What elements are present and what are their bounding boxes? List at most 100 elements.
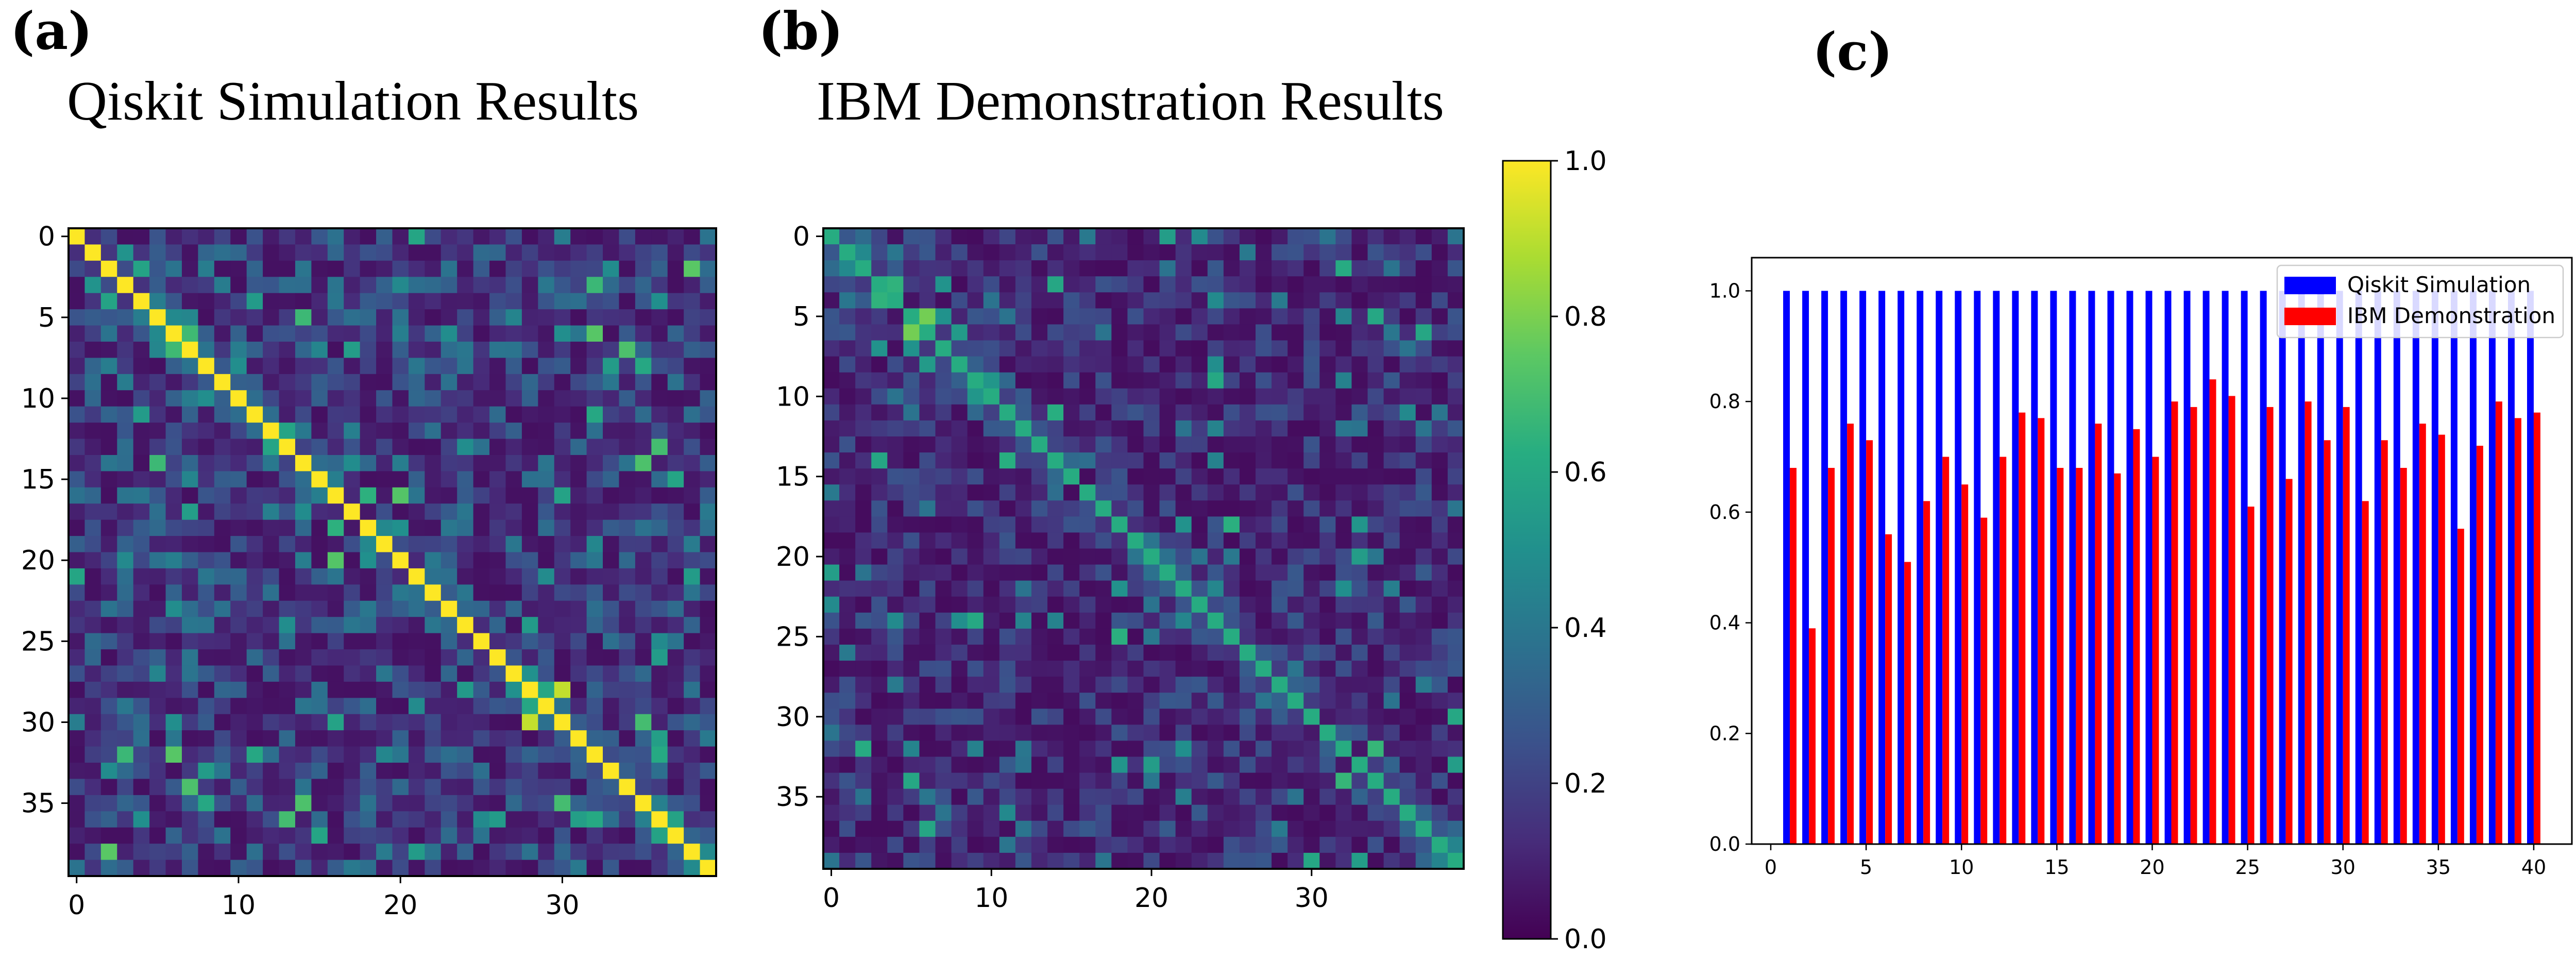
bar-ibm: [2228, 396, 2235, 844]
heatmap-cell: [1159, 612, 1176, 629]
heatmap-cell: [376, 406, 393, 423]
heatmap-cell: [1127, 260, 1144, 277]
panel-a-label: (a): [10, 1, 92, 61]
heatmap-cell: [181, 714, 198, 731]
heatmap-cell: [823, 804, 840, 821]
heatmap-cell: [1063, 372, 1080, 389]
heatmap-cell: [635, 260, 652, 277]
heatmap-cell: [538, 358, 555, 375]
heatmap-cell: [951, 452, 968, 469]
heatmap-cell: [1287, 228, 1304, 245]
heatmap-cell: [344, 439, 361, 456]
heatmap-cell: [586, 455, 603, 472]
heatmap-cell: [198, 423, 215, 440]
heatmap-cell: [700, 471, 717, 488]
heatmap-a: [67, 227, 717, 877]
heatmap-cell: [1175, 661, 1192, 677]
heatmap-cell: [1351, 564, 1368, 581]
heatmap-cell: [823, 276, 840, 293]
heatmap-cell: [165, 827, 182, 844]
heatmap-cell: [684, 665, 701, 682]
heatmap-cell: [855, 772, 872, 789]
heatmap-cell: [1272, 340, 1288, 357]
heatmap-cell: [327, 423, 344, 440]
heatmap-cell: [505, 390, 522, 407]
heatmap-cell: [198, 341, 215, 358]
y-tick-label: 35: [776, 782, 810, 813]
heatmap-cell: [344, 568, 361, 585]
heatmap-cell: [999, 372, 1016, 389]
heatmap-cell: [1223, 500, 1240, 517]
heatmap-cell: [967, 356, 984, 373]
heatmap-cell: [1191, 324, 1208, 341]
heatmap-cell: [1111, 804, 1128, 821]
heatmap-cell: [855, 612, 872, 629]
heatmap-cell: [603, 390, 620, 407]
heatmap-cell: [440, 244, 457, 261]
heatmap-cell: [700, 358, 717, 375]
heatmap-cell: [376, 568, 393, 585]
heatmap-cell: [667, 487, 684, 504]
heatmap-cell: [1303, 228, 1320, 245]
heatmap-cell: [84, 779, 101, 796]
heatmap-cell: [505, 293, 522, 310]
heatmap-cell: [967, 725, 984, 741]
heatmap-cell: [1447, 772, 1464, 789]
heatmap-cell: [1335, 468, 1352, 485]
heatmap-cell: [133, 714, 150, 731]
heatmap-cell: [263, 795, 280, 812]
heatmap-cell: [295, 309, 312, 326]
heatmap-cell: [344, 406, 361, 423]
heatmap-cell: [344, 600, 361, 617]
heatmap-cell: [1319, 356, 1336, 373]
heatmap-cell: [295, 244, 312, 261]
heatmap-cell: [1191, 420, 1208, 437]
heatmap-cell: [100, 519, 117, 536]
heatmap-cell: [246, 455, 263, 472]
heatmap-cell: [951, 356, 968, 373]
heatmap-cell: [1111, 500, 1128, 517]
bar-ibm: [2324, 440, 2331, 844]
heatmap-cell: [983, 372, 1000, 389]
heatmap-cell: [505, 844, 522, 861]
heatmap-cell: [295, 423, 312, 440]
heatmap-cell: [684, 536, 701, 553]
bar-ibm: [2209, 379, 2216, 844]
heatmap-cell: [967, 772, 984, 789]
heatmap-cell: [1063, 596, 1080, 613]
heatmap-cell: [376, 811, 393, 828]
heatmap-cell: [651, 649, 668, 666]
heatmap-cell: [117, 617, 134, 634]
heatmap-cell: [100, 714, 117, 731]
heatmap-cell: [246, 730, 263, 747]
heatmap-cell: [570, 260, 587, 277]
bar-ibm: [1790, 467, 1797, 844]
heatmap-cell: [684, 374, 701, 391]
heatmap-cell: [1431, 612, 1448, 629]
heatmap-cell: [903, 228, 920, 245]
heatmap-cell: [1127, 820, 1144, 837]
heatmap-cell: [855, 564, 872, 581]
heatmap-cell: [473, 844, 490, 861]
y-tick-label: 20: [776, 542, 810, 573]
heatmap-cell: [457, 552, 474, 569]
heatmap-cell: [871, 564, 888, 581]
heatmap-cell: [667, 244, 684, 261]
heatmap-cell: [376, 503, 393, 520]
heatmap-cell: [263, 309, 280, 326]
heatmap-cell: [1272, 404, 1288, 421]
heatmap-cell: [1207, 228, 1224, 245]
heatmap-cell: [440, 584, 457, 601]
heatmap-cell: [871, 516, 888, 533]
heatmap-cell: [69, 633, 86, 650]
heatmap-cell: [1223, 548, 1240, 565]
heatmap-cell: [1272, 532, 1288, 549]
heatmap-cell: [1415, 772, 1432, 789]
heatmap-cell: [1431, 516, 1448, 533]
heatmap-cell: [246, 439, 263, 456]
heatmap-cell: [165, 552, 182, 569]
heatmap-cell: [651, 779, 668, 796]
heatmap-cell: [635, 633, 652, 650]
heatmap-cell: [1111, 420, 1128, 437]
heatmap-cell: [84, 600, 101, 617]
